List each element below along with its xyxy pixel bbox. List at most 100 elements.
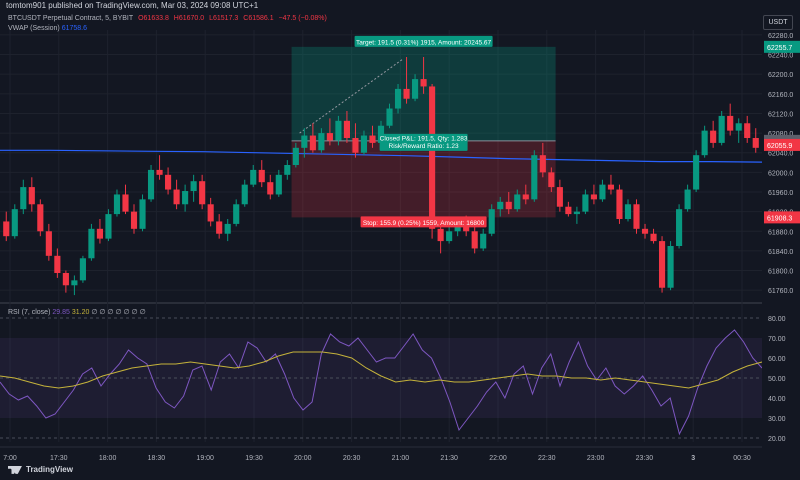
closed-pnl-label: Closed P&L: 191.5, Qty: 1.283 — [380, 135, 468, 142]
price-label-bg — [764, 211, 800, 224]
candle-body — [360, 135, 368, 153]
vwap-line — [0, 149, 763, 163]
candle-body — [633, 204, 640, 229]
candle-body — [3, 221, 10, 237]
price-label: 62255.7 — [767, 45, 792, 52]
price-tick-label: 62040.0 — [768, 151, 793, 158]
vwap-series — [0, 149, 763, 163]
publish-header: tomtom901 published on TradingView.com, … — [6, 1, 259, 10]
rsi-tick-label: 50.00 — [768, 376, 786, 383]
vwap-legend: VWAP (Session) 61758.6 — [8, 25, 87, 32]
candle-body — [79, 258, 86, 281]
time-tick-label: 00:30 — [733, 455, 751, 462]
price-axis-bg — [762, 0, 800, 460]
price-label-bg — [764, 138, 800, 151]
candle-body — [165, 174, 172, 190]
candle-body — [446, 231, 453, 242]
candle-body — [718, 115, 725, 143]
candle-body — [241, 184, 248, 205]
candle-body — [352, 138, 359, 153]
candle-body — [190, 181, 197, 192]
price-tick-label: 61880.0 — [768, 229, 793, 236]
candle-body — [343, 120, 350, 138]
candles — [3, 57, 759, 296]
low-value: L61517.3 — [209, 15, 239, 22]
rsi-ma-value: 31.20 — [71, 309, 90, 316]
candle-body — [641, 228, 649, 234]
candle-body — [624, 204, 632, 219]
rsi-series-ma — [0, 351, 763, 389]
tradingview-logo: TradingView — [8, 465, 73, 474]
time-tick-label: 18:00 — [99, 455, 117, 462]
time-tick-label: 20:30 — [343, 455, 361, 462]
candle-body — [701, 130, 708, 156]
candle-body — [173, 189, 180, 205]
candle-body — [207, 204, 214, 222]
candle-body — [71, 280, 78, 286]
candle-body — [11, 209, 18, 237]
time-tick-label: 19:30 — [245, 455, 263, 462]
candle-body — [616, 189, 623, 219]
candle-body — [471, 231, 478, 249]
candle-body — [275, 174, 282, 195]
candle-body — [744, 123, 751, 138]
candle-body — [20, 187, 27, 210]
candle-body — [139, 199, 146, 229]
rsi-label: RSI (7, close) — [8, 309, 51, 316]
candle-body — [369, 135, 376, 143]
candle-body — [335, 120, 342, 141]
closed-label-bg — [379, 133, 468, 151]
candle-body — [684, 189, 691, 210]
candle-body — [54, 255, 61, 273]
candle-body — [412, 79, 419, 99]
candle-body — [650, 233, 657, 242]
candle-body — [233, 204, 240, 224]
price-label: 61908.3 — [767, 215, 792, 222]
rsi-tick-label: 70.00 — [768, 336, 786, 343]
candle-body — [497, 201, 504, 210]
candle-body — [710, 130, 717, 143]
price-tick-label: 62280.0 — [768, 33, 793, 40]
candle-body — [267, 182, 274, 195]
rsi-tick-label: 40.00 — [768, 396, 786, 403]
candle-body — [182, 191, 189, 205]
candle-body — [667, 246, 674, 288]
candle-body — [28, 187, 35, 205]
candle-body — [62, 273, 69, 286]
candle-body — [105, 214, 112, 239]
candle-body — [258, 169, 265, 183]
risk-reward-label: Risk/Reward Ratio: 1.23 — [389, 143, 459, 150]
price-tick-label: 61800.0 — [768, 269, 793, 276]
time-tick-label: 22:30 — [538, 455, 556, 462]
time-tick-label: 19:00 — [196, 455, 214, 462]
candle-body — [488, 209, 495, 234]
time-tick-label: 21:00 — [392, 455, 410, 462]
candle-body — [37, 204, 44, 232]
time-tick-label: 23:00 — [587, 455, 605, 462]
rsi-series-rsi — [0, 329, 763, 436]
candle-body — [573, 211, 580, 215]
price-label: 62055.9 — [767, 143, 792, 150]
candle-body — [301, 135, 308, 148]
rsi-tick-label: 80.00 — [768, 316, 786, 323]
candle-body — [599, 184, 606, 200]
stop-label: Stop: 155.9 (0.25%) 1559, Amount: 16800 — [363, 220, 485, 227]
candle-body — [292, 147, 299, 165]
candle-body — [658, 241, 666, 288]
vwap-label: VWAP (Session) — [8, 25, 60, 32]
tradingview-mark-icon — [8, 465, 22, 474]
currency-button[interactable]: USDT — [763, 15, 793, 30]
rsi-tick-label: 30.00 — [768, 416, 786, 423]
candle-body — [531, 155, 538, 200]
candle-body — [216, 221, 223, 234]
candle-body — [522, 194, 529, 200]
candle-body — [480, 233, 487, 249]
price-tick-label: 62160.0 — [768, 92, 793, 99]
candle-body — [199, 181, 206, 205]
candle-body — [224, 223, 231, 234]
rsi-legend: RSI (7, close) 29.85 31.20 ∅ ∅ ∅ ∅ ∅ ∅ ∅ — [8, 308, 146, 316]
close-value: C61586.1 — [243, 15, 274, 22]
time-tick-label: 22:00 — [489, 455, 507, 462]
time-tick-label: 7:00 — [3, 455, 17, 462]
